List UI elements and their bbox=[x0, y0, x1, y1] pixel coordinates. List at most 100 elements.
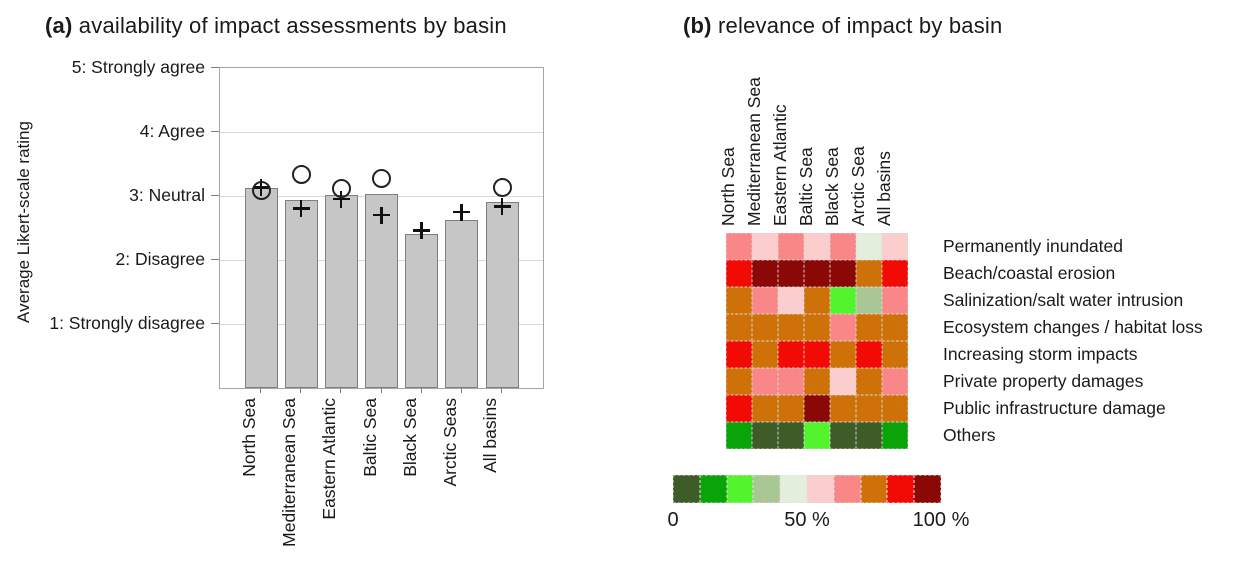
circle-marker-baltic-sea bbox=[372, 168, 391, 188]
row-label-salinization-salt-water-intrusion: Salinization/salt water intrusion bbox=[943, 290, 1184, 310]
panel-b-title: (b) relevance of impact by basin bbox=[683, 13, 1002, 39]
colorbar-segment-8 bbox=[860, 475, 888, 503]
panel-a-title: (a) availability of impact assessments b… bbox=[45, 13, 507, 39]
heatmap-cell-beach-coastal-erosion-eastern-atlantic bbox=[778, 260, 804, 287]
heatmap-cell-beach-coastal-erosion-baltic-sea bbox=[804, 260, 830, 287]
heatmap-cell-permanently-inundated-arctic-sea bbox=[856, 233, 882, 260]
y-tick-label-2: 2: Disagree bbox=[115, 249, 206, 269]
colorbar-segment-10 bbox=[914, 475, 941, 503]
colorbar-label-0: 0 bbox=[667, 509, 679, 531]
panel-a-title-prefix: (a) bbox=[45, 13, 73, 38]
x-category-label-black-sea: Black Sea bbox=[399, 398, 420, 477]
heatmap-cell-ecosystem-changes-habitat-loss-mediterranean-sea bbox=[752, 314, 778, 341]
heatmap-cell-beach-coastal-erosion-arctic-sea bbox=[856, 260, 882, 287]
circle-marker-north-sea bbox=[251, 180, 271, 200]
heatmap-cell-private-property-damages-arctic-sea bbox=[856, 368, 882, 395]
heatmap-cell-increasing-storm-impacts-all-basins bbox=[882, 341, 908, 368]
colorbar-segment-6 bbox=[806, 475, 834, 503]
bar-black-sea bbox=[405, 233, 439, 388]
colorbar-segment-3 bbox=[726, 475, 754, 503]
x-category-label-mediterranean-sea: Mediterranean Sea bbox=[279, 398, 300, 547]
x-tick-mark-mediterranean-sea bbox=[300, 388, 302, 393]
colorbar-segment-4 bbox=[753, 475, 781, 503]
bar-mediterranean-sea bbox=[284, 200, 318, 388]
panel-b-colorbar bbox=[673, 475, 941, 503]
heatmap-cell-ecosystem-changes-habitat-loss-north-sea bbox=[726, 314, 752, 341]
colorbar-segment-9 bbox=[887, 475, 915, 503]
heatmap-cell-others-eastern-atlantic bbox=[778, 422, 804, 449]
x-tick-mark-all-basins bbox=[501, 388, 502, 393]
row-label-private-property-damages: Private property damages bbox=[943, 371, 1144, 391]
heatmap-cell-beach-coastal-erosion-north-sea bbox=[726, 260, 752, 287]
heatmap-cell-salinization-salt-water-intrusion-black-sea bbox=[830, 287, 856, 314]
heatmap-cell-private-property-damages-north-sea bbox=[726, 368, 752, 395]
x-tick-mark-black-sea bbox=[420, 388, 422, 393]
bar-eastern-atlantic bbox=[324, 194, 358, 388]
heatmap-cell-public-infrastructure-damage-baltic-sea bbox=[804, 395, 830, 422]
column-label-all-basins: All basins bbox=[874, 151, 894, 226]
x-tick-mark-eastern-atlantic bbox=[340, 388, 342, 393]
plus-marker-baltic-sea bbox=[373, 206, 390, 224]
colorbar-segment-1 bbox=[673, 475, 700, 503]
colorbar-segment-5 bbox=[780, 475, 807, 503]
row-label-ecosystem-changes-habitat-loss: Ecosystem changes / habitat loss bbox=[943, 317, 1203, 337]
row-label-increasing-storm-impacts: Increasing storm impacts bbox=[943, 344, 1138, 364]
panel-b-title-prefix: (b) bbox=[683, 13, 712, 38]
panel-a-plot-area bbox=[219, 67, 544, 389]
heatmap-cell-permanently-inundated-north-sea bbox=[726, 233, 752, 260]
heatmap-cell-others-north-sea bbox=[726, 422, 752, 449]
heatmap-cell-ecosystem-changes-habitat-loss-all-basins bbox=[882, 314, 908, 341]
y-tick-mark-2 bbox=[211, 259, 219, 260]
heatmap-cell-private-property-damages-eastern-atlantic bbox=[778, 368, 804, 395]
heatmap-cell-salinization-salt-water-intrusion-north-sea bbox=[726, 287, 752, 314]
circle-marker-eastern-atlantic bbox=[331, 179, 351, 199]
panel-b-title-text: relevance of impact by basin bbox=[711, 13, 1003, 38]
heatmap-cell-salinization-salt-water-intrusion-all-basins bbox=[882, 287, 908, 314]
heatmap-cell-ecosystem-changes-habitat-loss-eastern-atlantic bbox=[778, 314, 804, 341]
heatmap-cell-permanently-inundated-all-basins bbox=[882, 233, 908, 260]
y-tick-mark-4 bbox=[211, 131, 219, 132]
heatmap-cell-others-all-basins bbox=[882, 422, 908, 449]
heatmap-cell-ecosystem-changes-habitat-loss-baltic-sea bbox=[804, 314, 830, 341]
bar-baltic-sea bbox=[365, 194, 398, 388]
heatmap-cell-others-baltic-sea bbox=[804, 422, 830, 449]
heatmap-cell-salinization-salt-water-intrusion-baltic-sea bbox=[804, 287, 830, 314]
plus-marker-mediterranean-sea bbox=[292, 200, 310, 218]
y-tick-label-4: 4: Agree bbox=[139, 121, 205, 141]
heatmap-cell-increasing-storm-impacts-black-sea bbox=[830, 341, 856, 368]
heatmap-cell-increasing-storm-impacts-mediterranean-sea bbox=[752, 341, 778, 368]
x-category-label-arctic-seas: Arctic Seas bbox=[439, 398, 460, 487]
heatmap-cell-beach-coastal-erosion-all-basins bbox=[882, 260, 908, 287]
x-category-label-eastern-atlantic: Eastern Atlantic bbox=[319, 398, 340, 520]
heatmap-cell-private-property-damages-mediterranean-sea bbox=[752, 368, 778, 395]
bar-arctic-seas bbox=[445, 219, 479, 388]
heatmap-cell-public-infrastructure-damage-mediterranean-sea bbox=[752, 395, 778, 422]
x-category-label-baltic-sea: Baltic Sea bbox=[359, 398, 380, 477]
x-tick-mark-north-sea bbox=[260, 388, 261, 393]
column-label-black-sea: Black Sea bbox=[822, 147, 842, 226]
column-label-north-sea: North Sea bbox=[718, 147, 738, 226]
row-label-beach-coastal-erosion: Beach/coastal erosion bbox=[943, 263, 1116, 283]
heatmap-cell-beach-coastal-erosion-mediterranean-sea bbox=[752, 260, 778, 287]
heatmap-cell-permanently-inundated-eastern-atlantic bbox=[778, 233, 804, 260]
panel-a-title-text: availability of impact assessments by ba… bbox=[72, 13, 507, 38]
plus-marker-black-sea bbox=[413, 222, 431, 240]
circle-marker-mediterranean-sea bbox=[291, 165, 311, 185]
x-tick-mark-arctic-seas bbox=[460, 388, 462, 393]
column-label-eastern-atlantic: Eastern Atlantic bbox=[770, 104, 790, 226]
y-tick-label-5: 5: Strongly agree bbox=[71, 57, 205, 77]
heatmap-cell-permanently-inundated-baltic-sea bbox=[804, 233, 830, 260]
heatmap-cell-increasing-storm-impacts-baltic-sea bbox=[804, 341, 830, 368]
heatmap-cell-private-property-damages-black-sea bbox=[830, 368, 856, 395]
colorbar-segment-2 bbox=[699, 475, 727, 503]
column-label-baltic-sea: Baltic Sea bbox=[796, 147, 816, 226]
heatmap-cell-others-black-sea bbox=[830, 422, 856, 449]
heatmap-cell-public-infrastructure-damage-all-basins bbox=[882, 395, 908, 422]
column-label-mediterranean-sea: Mediterranean Sea bbox=[744, 77, 764, 226]
colorbar-label-100: 100 % bbox=[912, 509, 970, 531]
heatmap-cell-increasing-storm-impacts-eastern-atlantic bbox=[778, 341, 804, 368]
row-label-public-infrastructure-damage: Public infrastructure damage bbox=[943, 398, 1166, 418]
plus-marker-arctic-seas bbox=[453, 203, 471, 221]
heatmap-cell-permanently-inundated-mediterranean-sea bbox=[752, 233, 778, 260]
heatmap-cell-beach-coastal-erosion-black-sea bbox=[830, 260, 856, 287]
